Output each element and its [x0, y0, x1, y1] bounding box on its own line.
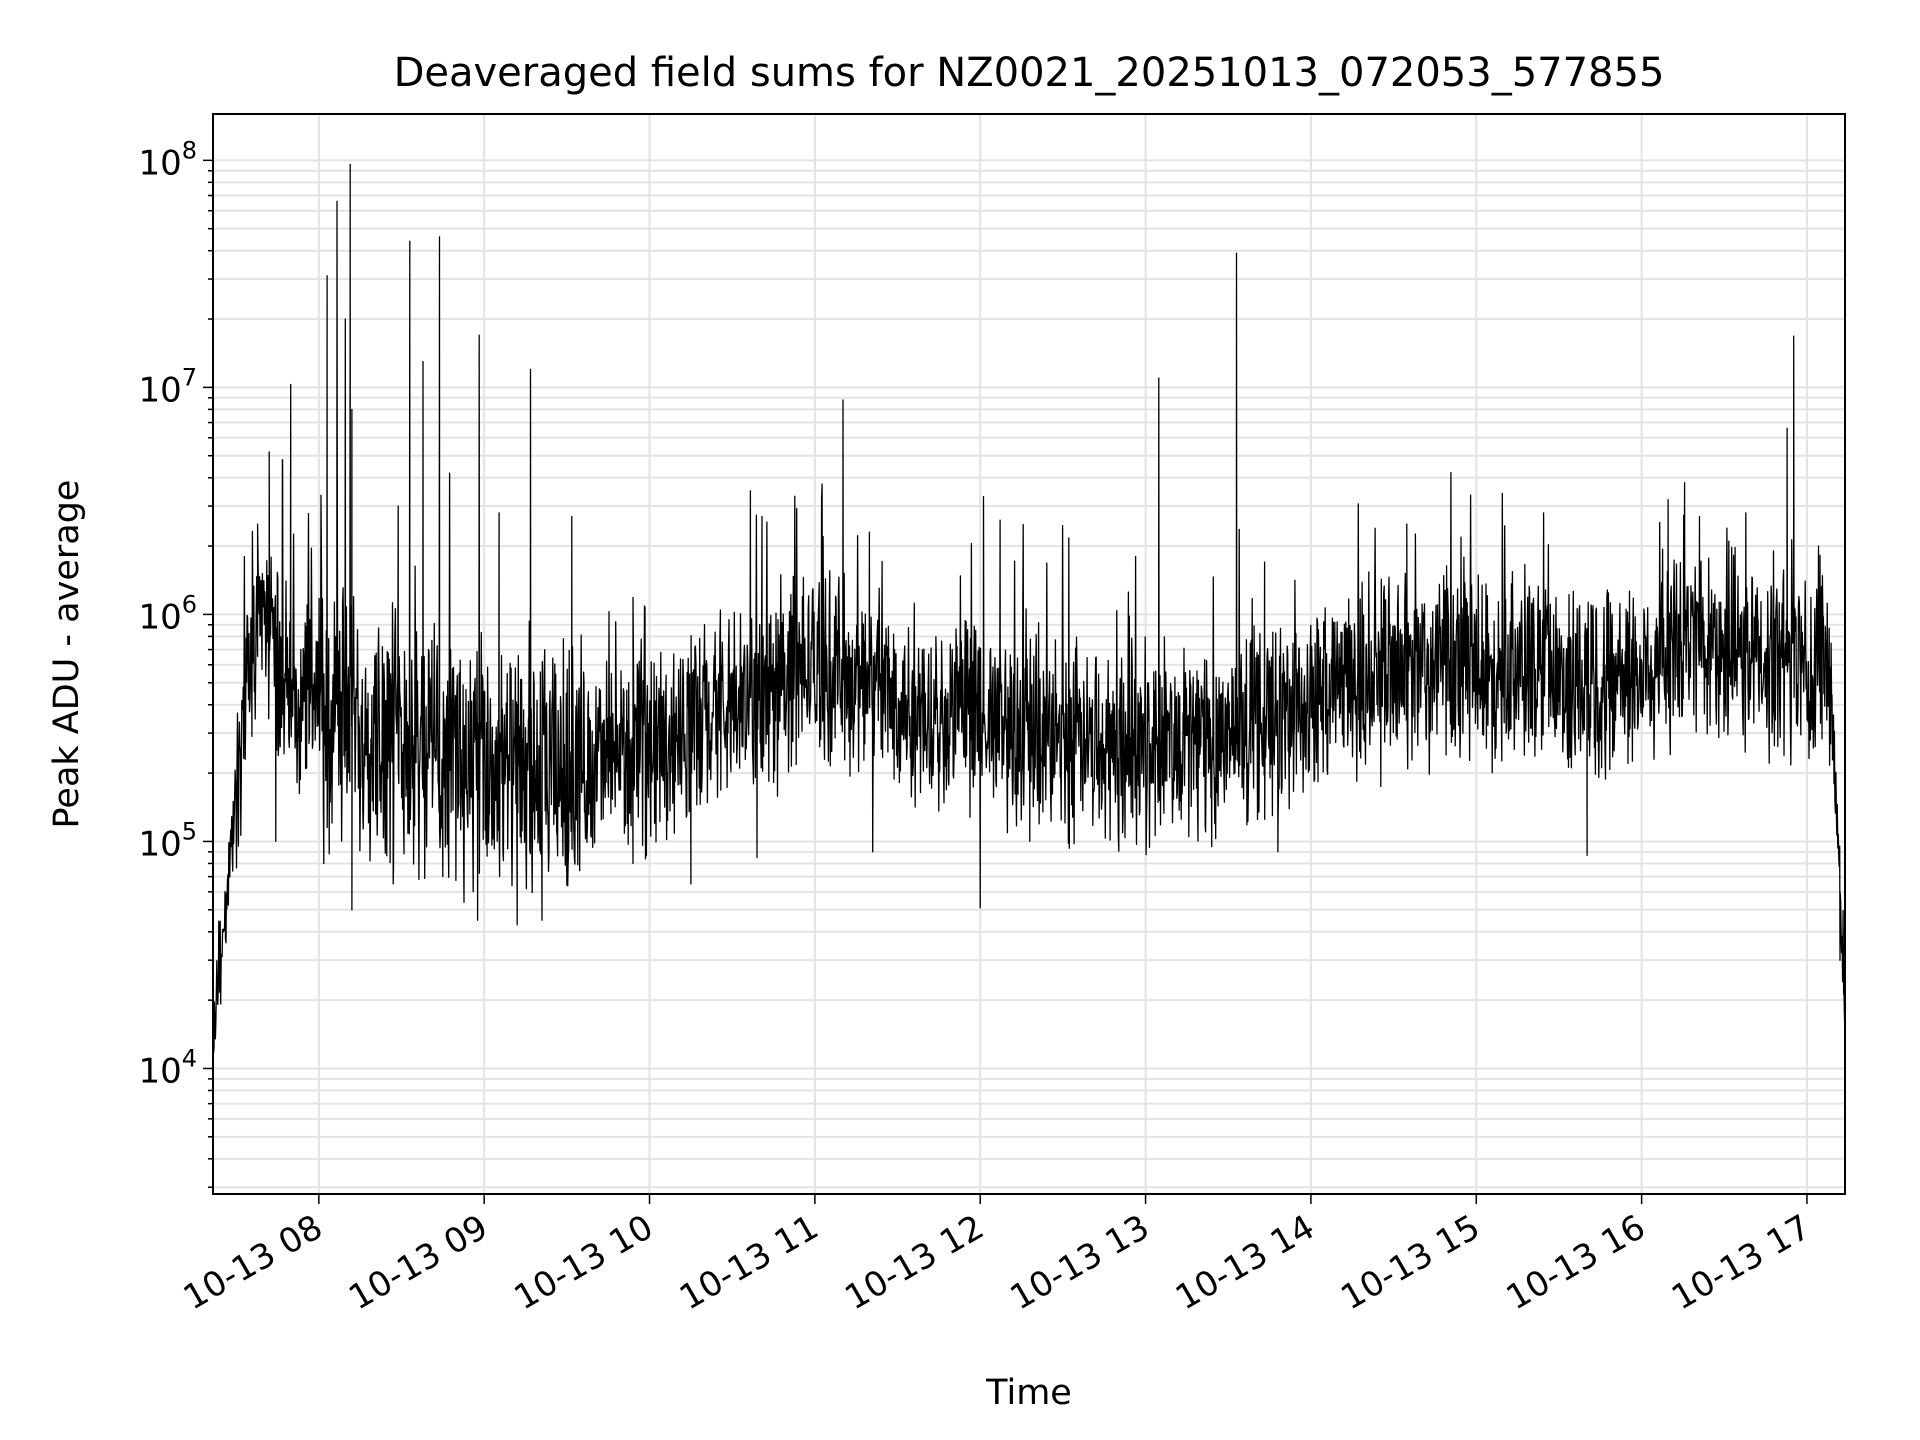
y-tick-label-exponent: 5 — [182, 817, 197, 845]
y-tick-label-base: 10 — [138, 824, 181, 864]
chart-title: Deaveraged field sums for NZ0021_2025101… — [394, 50, 1665, 96]
y-axis-label: Peak ADU - average — [47, 480, 87, 829]
y-tick-label-base: 10 — [138, 143, 181, 183]
y-tick-label-exponent: 8 — [182, 136, 197, 164]
x-axis-label: Time — [985, 1373, 1072, 1413]
y-tick-label-base: 10 — [138, 370, 181, 410]
y-tick-label: 105 — [138, 817, 197, 864]
y-tick-label-exponent: 4 — [182, 1044, 197, 1072]
y-tick-label: 107 — [138, 363, 197, 410]
y-tick-label: 108 — [138, 136, 197, 183]
y-tick-label-base: 10 — [138, 597, 181, 637]
y-tick-label: 106 — [138, 590, 197, 637]
plot-area — [212, 163, 1846, 1054]
plot-frame — [212, 113, 1846, 1195]
y-tick-label-exponent: 7 — [182, 363, 197, 391]
data-series-line — [212, 163, 1846, 1054]
y-tick-label-exponent: 6 — [182, 590, 197, 618]
grid — [213, 114, 1845, 1194]
y-tick-label-base: 10 — [138, 1051, 181, 1091]
y-tick-label: 104 — [138, 1044, 197, 1091]
